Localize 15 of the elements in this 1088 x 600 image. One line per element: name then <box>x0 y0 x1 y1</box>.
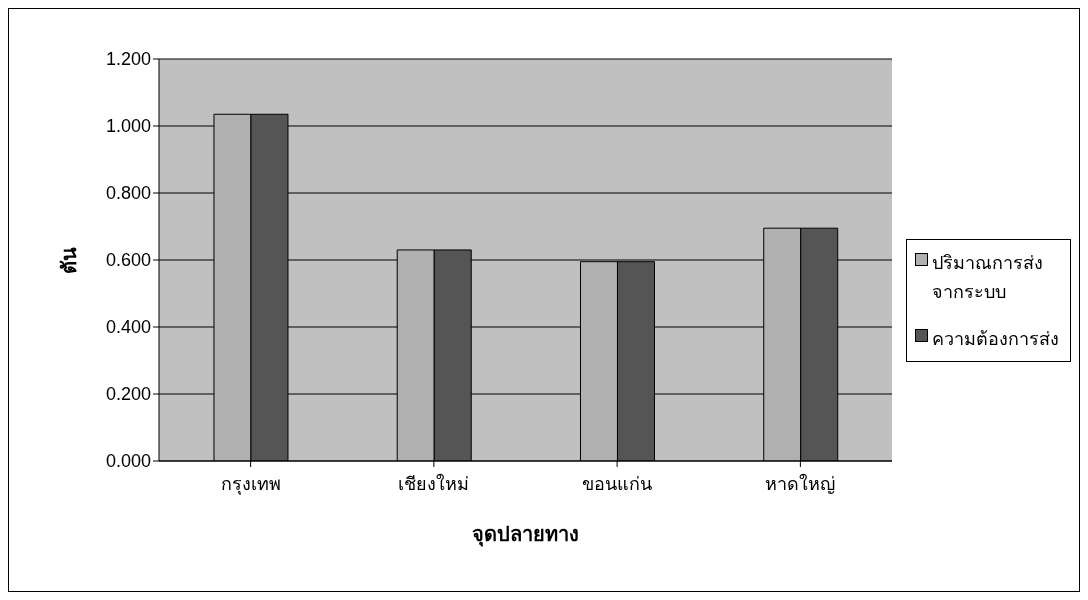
y-tick-label: 0.800 <box>105 183 151 204</box>
legend-label: ความต้องการส่ง <box>932 327 1059 351</box>
y-tick-label: 0.000 <box>105 451 151 472</box>
x-tick-label: หาดใหญ่ <box>765 472 836 494</box>
x-tick-label: กรุงเทพ <box>220 473 281 495</box>
y-tick-label: 0.600 <box>105 250 151 271</box>
y-tick-label: 0.200 <box>105 384 151 405</box>
legend-label: ปริมาณการส่งจากระบบ <box>932 251 1044 304</box>
x-tick-label: ขอนแก่น <box>582 473 653 494</box>
y-axis-title: ตัน <box>58 246 81 274</box>
y-tick-label: 1.200 <box>105 49 151 70</box>
y-tick-label: 1.000 <box>105 116 151 137</box>
x-axis-title: จุดปลายทาง <box>472 523 579 547</box>
x-tick-label: เชียงใหม่ <box>398 472 470 494</box>
y-tick-label: 0.400 <box>105 317 151 338</box>
